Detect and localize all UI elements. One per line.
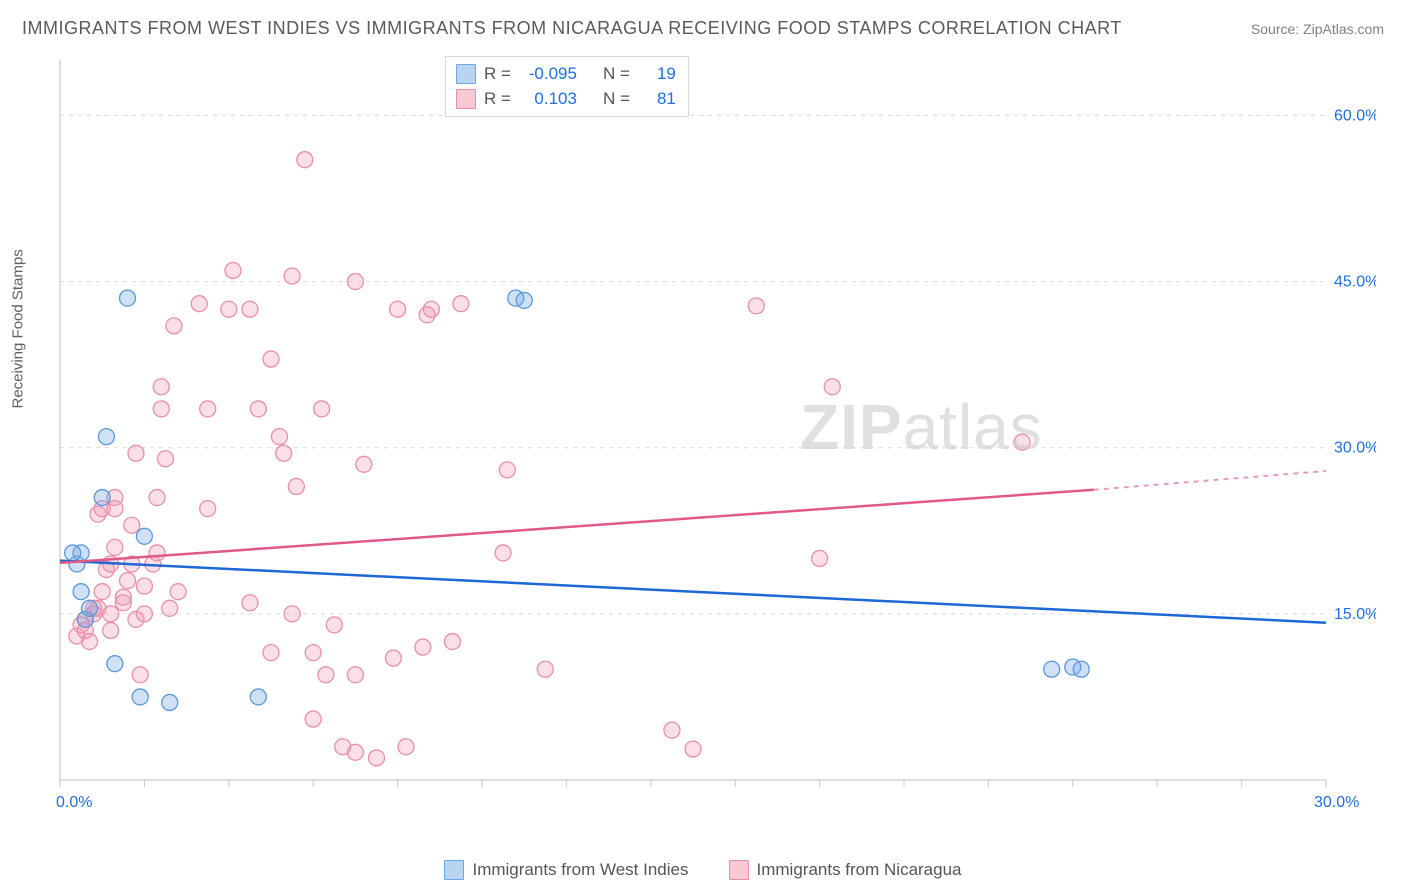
legend-swatch-a — [444, 860, 464, 880]
svg-text:60.0%: 60.0% — [1334, 107, 1376, 124]
svg-text:30.0%: 30.0% — [1334, 440, 1376, 457]
r-label-b: R = — [484, 87, 511, 112]
svg-text:45.0%: 45.0% — [1334, 274, 1376, 291]
legend-item-b: Immigrants from Nicaragua — [729, 860, 962, 880]
stats-row-a: R = -0.095 N = 19 — [456, 62, 676, 87]
chart-title: IMMIGRANTS FROM WEST INDIES VS IMMIGRANT… — [22, 18, 1122, 39]
source-label: Source: ZipAtlas.com — [1251, 21, 1384, 37]
swatch-b — [456, 89, 476, 109]
legend-swatch-b — [729, 860, 749, 880]
x-axis-start-label: 0.0% — [56, 794, 92, 812]
r-value-a: -0.095 — [519, 62, 577, 87]
legend-label-b: Immigrants from Nicaragua — [757, 860, 962, 880]
n-value-b: 81 — [646, 87, 676, 112]
plot-area: 15.0% 30.0% 45.0% 60.0% — [56, 50, 1376, 830]
n-label-b: N = — [603, 87, 630, 112]
n-label-a: N = — [603, 62, 630, 87]
y-axis-label: Receiving Food Stamps — [10, 249, 27, 408]
swatch-a — [456, 64, 476, 84]
n-value-a: 19 — [646, 62, 676, 87]
legend-item-a: Immigrants from West Indies — [444, 860, 688, 880]
chart-svg: 15.0% 30.0% 45.0% 60.0% — [56, 50, 1376, 830]
svg-text:15.0%: 15.0% — [1334, 606, 1376, 623]
stats-row-b: R = 0.103 N = 81 — [456, 87, 676, 112]
legend-label-a: Immigrants from West Indies — [472, 860, 688, 880]
r-label-a: R = — [484, 62, 511, 87]
bottom-legend: Immigrants from West Indies Immigrants f… — [0, 860, 1406, 880]
x-axis-end-label: 30.0% — [1314, 794, 1359, 812]
r-value-b: 0.103 — [519, 87, 577, 112]
stats-box: R = -0.095 N = 19 R = 0.103 N = 81 — [445, 56, 689, 117]
